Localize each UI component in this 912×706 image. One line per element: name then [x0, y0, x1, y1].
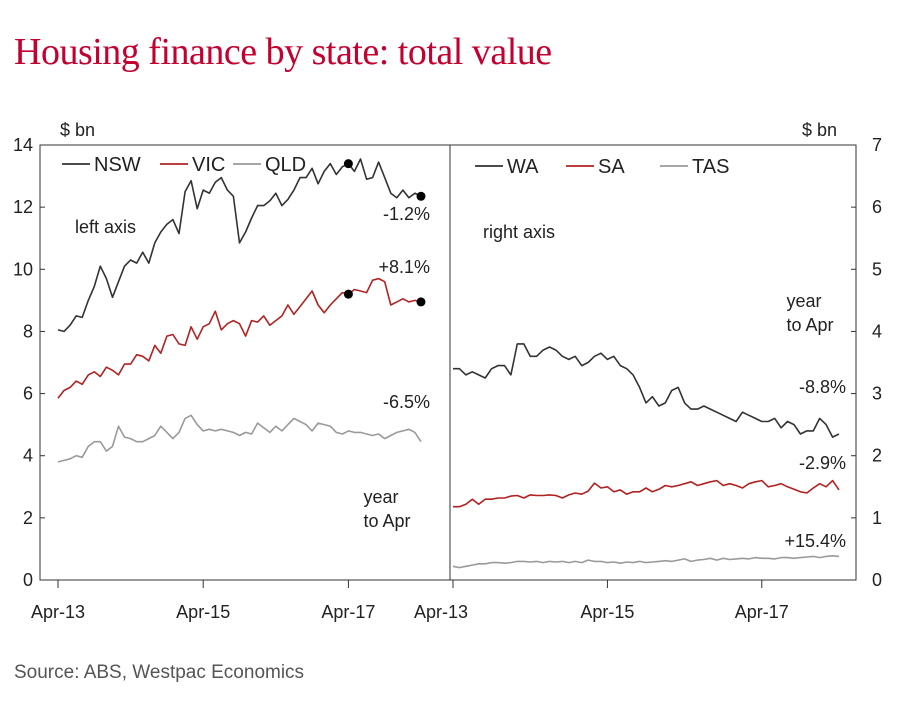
legend-label-sa: SA: [598, 156, 625, 178]
legend-label-wa: WA: [507, 156, 539, 178]
left-y-tick-label: 14: [13, 135, 33, 155]
change-label-tas: +15.4%: [784, 531, 846, 551]
right-y-tick-label: 7: [872, 135, 882, 155]
series-marker-nsw: [416, 191, 426, 201]
source-note: Source: ABS, Westpac Economics: [14, 662, 305, 683]
legend-label-qld: QLD: [265, 154, 306, 176]
chart-title: Housing finance by state: total value: [14, 31, 552, 73]
series-marker-vic: [416, 297, 426, 307]
change-label-wa: -8.8%: [799, 377, 846, 397]
left-axis-annotation: left axis: [75, 217, 136, 237]
legend-label-tas: TAS: [692, 156, 729, 178]
right-y-tick-label: 2: [872, 446, 882, 466]
right-x-tick-label: Apr-13: [414, 602, 468, 622]
right-y-tick-label: 4: [872, 321, 882, 341]
right-x-tick-label: Apr-17: [735, 602, 789, 622]
left-year-annotation: year: [363, 487, 398, 507]
right-y-tick-label: 1: [872, 508, 882, 528]
right-panel-frame: [449, 144, 857, 581]
left-y-tick-label: 8: [23, 321, 33, 341]
left-y-unit-label: $ bn: [60, 120, 95, 140]
left-x-tick-label: Apr-17: [321, 602, 375, 622]
series-line-nsw: [57, 158, 422, 333]
change-label-nsw: -1.2%: [383, 204, 430, 224]
left-y-tick-label: 0: [23, 570, 33, 590]
left-x-tick-label: Apr-15: [176, 602, 230, 622]
series-line-qld: [57, 414, 422, 463]
change-label-sa: -2.9%: [799, 453, 846, 473]
right-y-tick-label: 3: [872, 384, 882, 404]
right-y-tick-label: 5: [872, 259, 882, 279]
right-x-tick-label: Apr-15: [580, 602, 634, 622]
right-y-unit-label: $ bn: [802, 120, 837, 140]
right-axis-annotation: right axis: [483, 222, 555, 242]
series-marker-vic: [343, 289, 353, 299]
series-line-sa: [453, 479, 840, 508]
left-y-tick-label: 12: [13, 197, 33, 217]
left-y-tick-label: 4: [23, 446, 33, 466]
series-marker-nsw: [343, 159, 353, 169]
series-line-wa: [453, 343, 840, 438]
right-y-tick-label: 6: [872, 197, 882, 217]
left-x-tick-label: Apr-13: [31, 602, 85, 622]
left-y-tick-label: 2: [23, 508, 33, 528]
change-label-vic: +8.1%: [378, 257, 430, 277]
change-label-qld: -6.5%: [383, 392, 430, 412]
legend-label-nsw: NSW: [94, 154, 141, 176]
right-y-tick-label: 0: [872, 570, 882, 590]
right-year-annotation: to Apr: [786, 315, 833, 335]
legend-label-vic: VIC: [192, 154, 225, 176]
left-y-tick-label: 10: [13, 259, 33, 279]
series-line-vic: [57, 277, 422, 399]
right-year-annotation: year: [786, 291, 821, 311]
left-y-tick-label: 6: [23, 384, 33, 404]
series-line-tas: [452, 554, 840, 569]
left-year-annotation: to Apr: [363, 511, 410, 531]
